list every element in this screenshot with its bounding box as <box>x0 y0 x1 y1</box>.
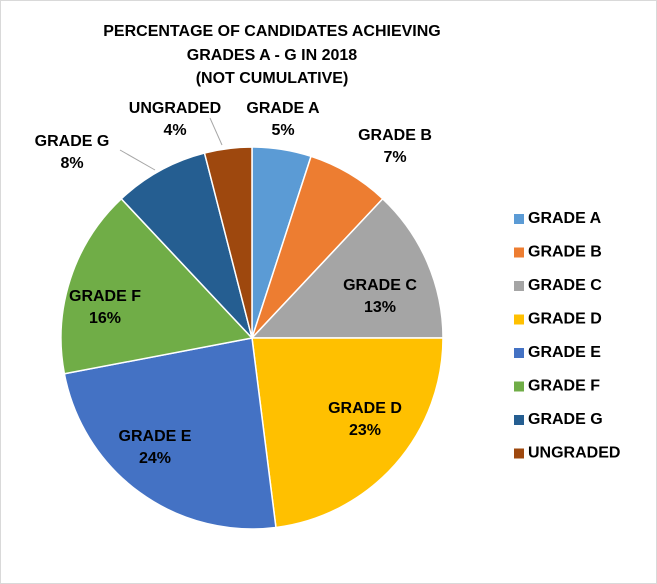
leader-line <box>209 117 223 146</box>
legend-swatch <box>514 448 524 459</box>
legend-label: GRADE A <box>528 210 602 227</box>
legend-swatch <box>514 214 524 224</box>
legend-label: GRADE G <box>528 411 603 428</box>
data-label: 13% <box>364 299 396 316</box>
data-label-name: GRADE A <box>246 100 320 117</box>
data-label: 8% <box>60 155 83 172</box>
legend-label: GRADE D <box>528 311 602 328</box>
data-label-name: GRADE G <box>35 133 110 150</box>
legend-swatch <box>514 415 524 425</box>
data-label: 7% <box>383 149 406 166</box>
chart-title: (NOT CUMULATIVE) <box>196 70 349 87</box>
legend-swatch <box>514 314 524 325</box>
data-label: 16% <box>89 310 121 327</box>
data-label-name: GRADE B <box>358 127 432 144</box>
data-label-name: GRADE E <box>119 428 192 445</box>
data-label-name: GRADE F <box>69 288 141 305</box>
data-label: 4% <box>163 122 186 139</box>
legend-label: UNGRADED <box>528 445 620 462</box>
pie-slice <box>63 337 277 530</box>
data-label-name: UNGRADED <box>129 100 221 117</box>
pie-slice <box>203 146 253 339</box>
legend-swatch <box>514 247 524 258</box>
data-label: 5% <box>271 122 294 139</box>
data-label: 24% <box>139 450 171 467</box>
data-label-name: GRADE C <box>343 277 417 294</box>
pie-slice <box>251 337 444 529</box>
data-label-name: GRADE D <box>328 400 402 417</box>
legend-swatch <box>514 348 524 358</box>
legend-swatch <box>514 281 524 291</box>
chart-title: PERCENTAGE OF CANDIDATES ACHIEVING <box>103 23 441 40</box>
leader-line <box>119 149 156 171</box>
legend-swatch <box>514 381 524 392</box>
legend-label: GRADE C <box>528 277 602 294</box>
legend-label: GRADE B <box>528 244 602 261</box>
data-label: 23% <box>349 422 381 439</box>
chart-title: GRADES A - G IN 2018 <box>187 47 358 64</box>
legend-label: GRADE F <box>528 378 600 395</box>
pie-slice <box>120 152 253 339</box>
legend-label: GRADE E <box>528 344 601 361</box>
pie-slice <box>60 197 254 375</box>
pie-slice <box>250 197 444 339</box>
